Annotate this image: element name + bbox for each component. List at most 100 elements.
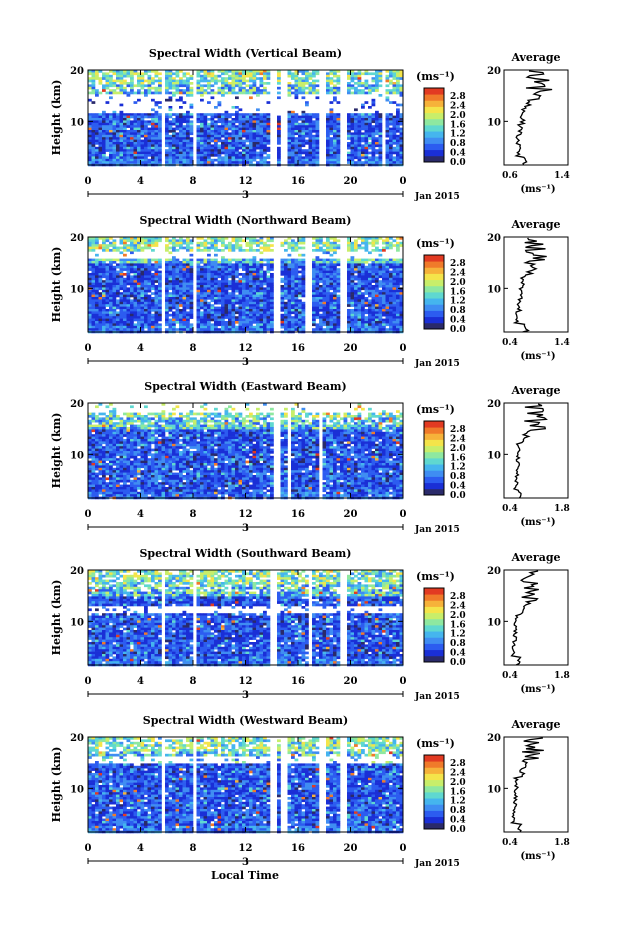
- heatmap-cell: [147, 77, 152, 80]
- heatmap-cell: [301, 96, 306, 100]
- heatmap-cell: [130, 246, 134, 250]
- heatmap-cell: [95, 122, 99, 126]
- heatmap-cell: [242, 82, 246, 85]
- heatmap-cell: [158, 115, 162, 119]
- heatmap-cell: [151, 301, 155, 305]
- heatmap-cell: [112, 311, 117, 315]
- heatmap-cell: [224, 134, 229, 138]
- colorbar-frame: [423, 87, 445, 163]
- heatmap-cell: [154, 265, 159, 269]
- heatmap-cell: [203, 270, 208, 274]
- heatmap-cell: [256, 249, 260, 252]
- heatmap-cell: [242, 265, 246, 269]
- heatmap-cell: [245, 154, 250, 157]
- heatmap-cell: [112, 130, 117, 133]
- heatmap-cell: [249, 299, 253, 303]
- heatmap-cell: [175, 91, 180, 95]
- heatmap-cell: [329, 273, 334, 276]
- heatmap-cell: [245, 289, 250, 293]
- heatmap-cell: [126, 137, 131, 140]
- heatmap-cell: [371, 130, 376, 133]
- heatmap-cell: [333, 301, 337, 305]
- heatmap-cell: [200, 318, 204, 322]
- heatmap-cell: [301, 137, 306, 140]
- heatmap-cell: [364, 299, 369, 303]
- heatmap-cell: [147, 270, 152, 274]
- heatmap-cell: [144, 275, 148, 279]
- heatmap-cell: [123, 294, 127, 298]
- heatmap-cell: [396, 127, 400, 131]
- heatmap-cell: [259, 321, 264, 324]
- heatmap-cell: [168, 321, 173, 324]
- heatmap-cell: [350, 292, 355, 295]
- heatmap-cell: [336, 285, 341, 288]
- heatmap-cell: [242, 74, 246, 78]
- heatmap-cell: [200, 244, 204, 247]
- heatmap-cell: [249, 72, 253, 76]
- heatmap-cell: [263, 280, 267, 283]
- heatmap-cell: [137, 158, 141, 162]
- heatmap-cell: [228, 287, 232, 291]
- heatmap-cell: [375, 118, 379, 121]
- heatmap-cell: [368, 91, 372, 95]
- heatmap-cell: [399, 77, 404, 80]
- heatmap-cell: [98, 91, 103, 95]
- heatmap-cell: [123, 282, 127, 286]
- heatmap-cell: [266, 139, 271, 143]
- heatmap-cell: [357, 309, 362, 312]
- heatmap-cell: [259, 72, 264, 76]
- heatmap-cell: [144, 258, 148, 262]
- heatmap-cell: [151, 98, 155, 102]
- heatmap-cell: [116, 127, 120, 131]
- heatmap-cell: [231, 142, 236, 145]
- heatmap-cell: [354, 304, 358, 307]
- heatmap-cell: [326, 86, 330, 90]
- heatmap-cell: [112, 316, 117, 319]
- heatmap-cell: [361, 292, 365, 295]
- heatmap-cell: [235, 237, 239, 240]
- heatmap-cell: [392, 142, 397, 145]
- heatmap-cell: [396, 110, 400, 114]
- heatmap-cell: [214, 287, 218, 291]
- heatmap-cell: [95, 318, 99, 322]
- heatmap-cell: [287, 161, 292, 164]
- heatmap-cell: [186, 323, 190, 327]
- heatmap-cell: [123, 304, 127, 307]
- heatmap-cell: [235, 299, 239, 303]
- heatmap-cell: [256, 94, 260, 97]
- heatmap-cell: [326, 323, 330, 327]
- heatmap-cell: [95, 113, 99, 116]
- heatmap-cell: [182, 263, 187, 267]
- heatmap-cell: [196, 149, 201, 152]
- heatmap-cell: [119, 120, 124, 124]
- heatmap-cell: [126, 115, 131, 119]
- heatmap-cell: [109, 122, 113, 126]
- heatmap-cell: [112, 161, 117, 164]
- heatmap-cell: [333, 246, 337, 250]
- heatmap-cell: [322, 292, 327, 295]
- heatmap-cell: [291, 270, 295, 274]
- heatmap-cell: [364, 134, 369, 138]
- colorbar-swatch: [424, 125, 444, 132]
- heatmap-cell: [347, 277, 351, 281]
- heatmap-cell: [154, 158, 159, 162]
- heatmap-cell: [263, 287, 267, 291]
- heatmap-cell: [329, 86, 334, 90]
- heatmap-cell: [364, 91, 369, 95]
- heatmap-cell: [172, 86, 176, 90]
- heatmap-cell: [119, 265, 124, 269]
- heatmap-cell: [319, 261, 323, 264]
- heatmap-cell: [123, 149, 127, 152]
- heatmap-cell: [91, 292, 96, 295]
- heatmap-cell: [357, 115, 362, 119]
- heatmap-cell: [252, 304, 257, 307]
- heatmap-cell: [326, 91, 330, 95]
- heatmap-cell: [179, 263, 183, 267]
- heatmap-cell: [364, 84, 369, 88]
- heatmap-cell: [109, 125, 113, 128]
- heatmap-cell: [294, 82, 299, 85]
- heatmap-cell: [256, 277, 260, 281]
- heatmap-cell: [322, 301, 327, 305]
- heatmap-cell: [256, 239, 260, 243]
- heatmap-cell: [291, 299, 295, 303]
